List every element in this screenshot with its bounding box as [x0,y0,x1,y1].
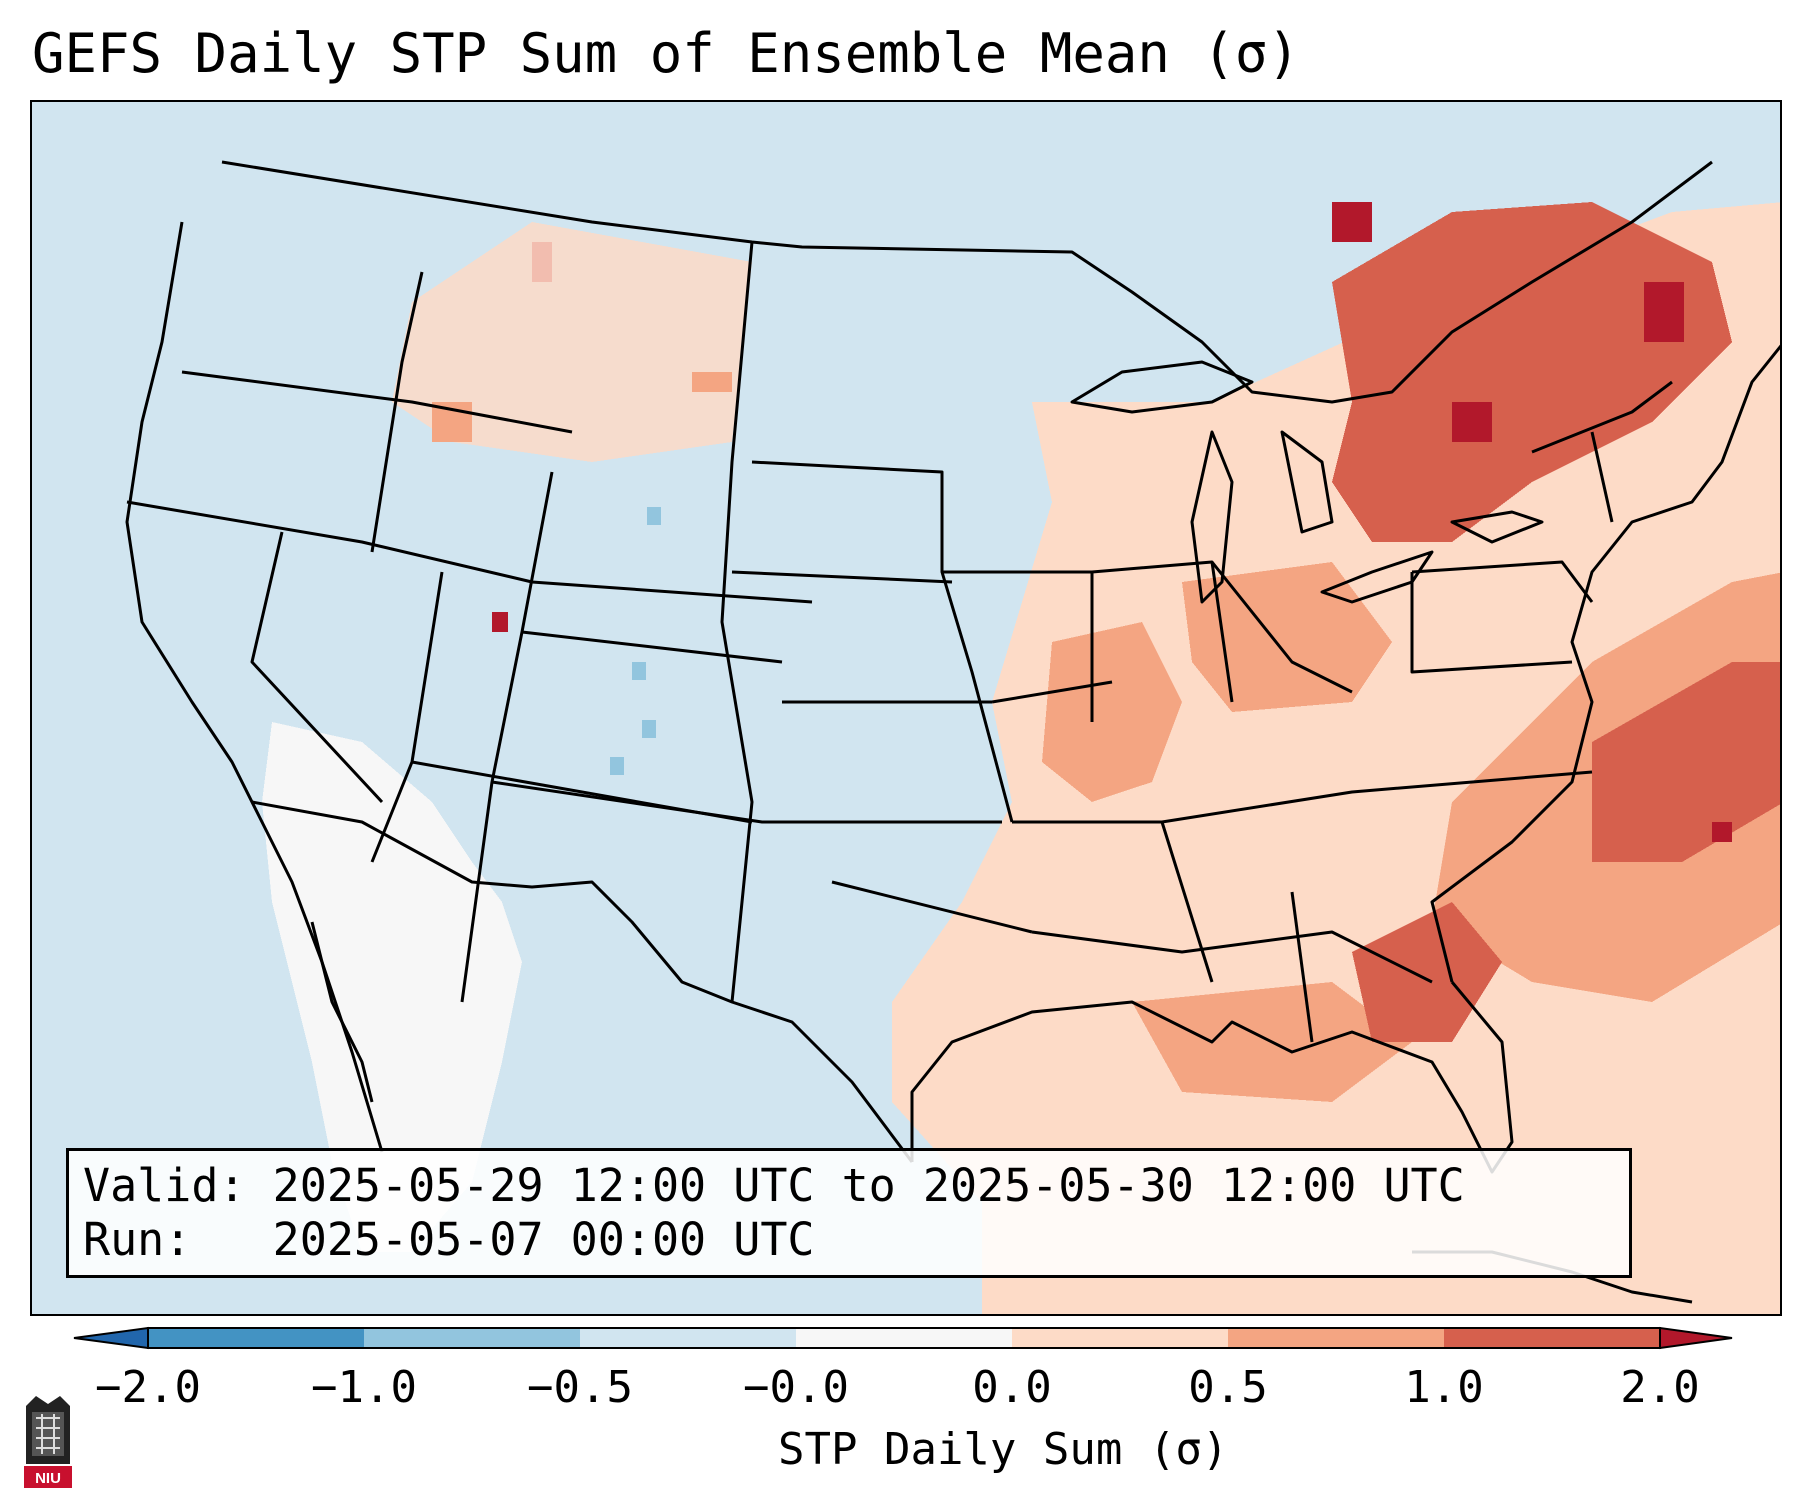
lake-michigan [1190,430,1234,604]
state-line [521,630,783,664]
state-line [1590,431,1614,523]
niu-logo: NIU [24,1396,72,1488]
valid-run-box: Valid: 2025-05-29 12:00 UTC to 2025-05-3… [66,1148,1632,1278]
map-panel [30,100,1782,1316]
state-line [126,500,813,604]
run-label: Run: [83,1213,192,1266]
colorbar-tick-label: 2.0 [1620,1362,1700,1413]
state-line [181,370,573,434]
positive-region-east [892,202,1780,1314]
colorbar-label: STP Daily Sum (σ) [778,1424,1229,1475]
extreme-cell [1712,822,1732,842]
state-line [250,531,384,804]
chart-title: GEFS Daily STP Sum of Ensemble Mean (σ) [32,22,1300,85]
svg-text:NIU: NIU [35,1470,61,1487]
state-line [1290,891,1314,1043]
colorbar-bin [1012,1328,1228,1348]
state-line [991,680,1113,704]
colorbar-tick-label: 0.5 [1188,1362,1268,1413]
canada-border [221,160,1713,404]
state-line [751,460,1014,823]
state-line [1531,380,1673,454]
extreme-cell [492,612,508,632]
moderate-cell [692,372,732,392]
colorbar-tick-label: −1.0 [311,1362,417,1413]
atlantic-coast [1430,344,1780,983]
map-svg [125,160,1780,1314]
colorbar-tick-label: −2.0 [95,1362,201,1413]
mexico-border [251,800,914,1163]
colorbar-under-arrow [73,1326,149,1350]
anomaly-field [262,202,1780,1314]
colorbar [73,1326,1733,1350]
strong-region-atlantic [1592,662,1780,862]
positive-region-northwest [392,222,752,462]
lake-superior [1070,360,1254,414]
state-line [731,570,953,584]
colorbar-tick-label: −0.5 [527,1362,633,1413]
strong-region-northeast [1332,202,1732,542]
colorbar-frame [147,1327,1661,1349]
colorbar-bin [580,1328,796,1348]
negative-cell [647,507,661,525]
negative-cell [632,662,646,680]
colorbar-bin [796,1328,1012,1348]
state-line [491,780,1002,824]
neutral-region-southwest [262,722,522,1252]
valid-value: 2025-05-29 12:00 UTC to 2025-05-30 12:00… [272,1159,1465,1212]
state-line [1411,560,1594,603]
colorbar-bin [1444,1328,1660,1348]
valid-label: Valid: [83,1159,246,1212]
baja-coast [310,921,374,1103]
moderate-region-midwest [1042,622,1182,802]
colorbar-tick-label: 0.0 [972,1362,1052,1413]
colorbar-bin [148,1328,364,1348]
state-line [1012,770,1593,824]
state-line [1210,561,1353,694]
state-line [720,241,754,1003]
state-line [1410,572,1573,674]
state-line [831,880,1033,934]
negative-cell [642,720,656,738]
lake-ontario [1450,510,1544,544]
strong-region-southeast [1352,902,1502,1042]
extreme-cell [1452,402,1492,442]
run-value: 2025-05-07 00:00 UTC [272,1213,815,1266]
colorbar-tick-label: 1.0 [1404,1362,1484,1413]
colorbar-bin [364,1328,580,1348]
colorbar-over-arrow [1659,1326,1733,1350]
lake-huron [1280,430,1334,534]
state-line [1160,821,1214,983]
extreme-cell [1332,202,1372,242]
colorbar-tick-label: −0.0 [743,1362,849,1413]
moderate-region-ohio [1182,562,1392,712]
state-line [1031,930,1433,984]
extreme-cell [1644,282,1684,342]
state-line [370,271,424,553]
negative-cell [610,757,624,775]
lake-erie [1320,550,1434,604]
colorbar-bin [1228,1328,1444,1348]
state-line [460,471,554,1003]
